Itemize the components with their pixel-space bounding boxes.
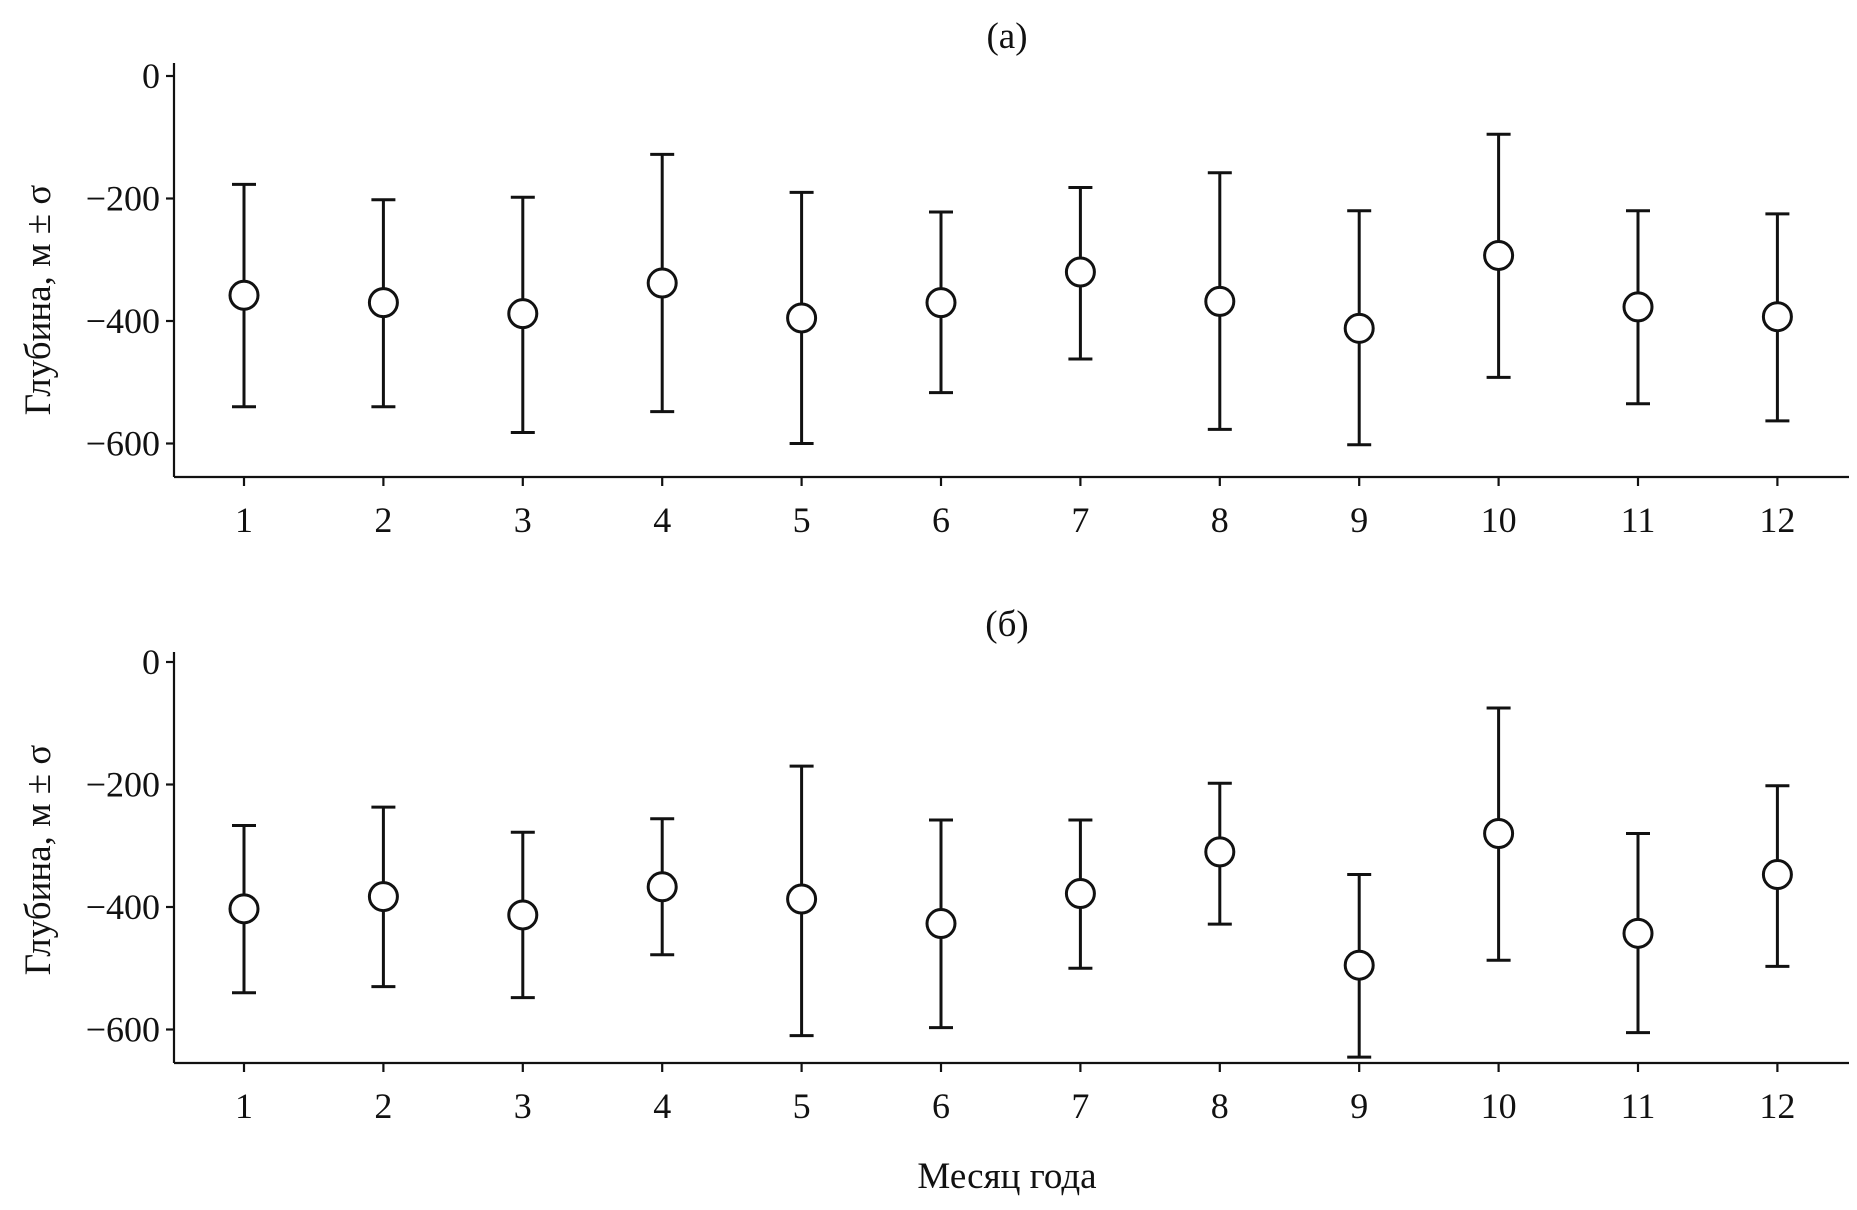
panel-b-x-tick-label: 5 — [793, 1086, 811, 1126]
panel-b-data-point — [1343, 949, 1375, 981]
panel-a-x-tick-label: 4 — [653, 500, 671, 540]
panel-b-title: (б) — [985, 604, 1028, 645]
panel-a-y-axis-label: Глубина, м ± σ — [18, 185, 59, 416]
panel-a-x-tick-label: 1 — [235, 500, 253, 540]
panel-b-x-tick-label: 7 — [1071, 1086, 1089, 1126]
panel-a-data-point — [228, 279, 260, 311]
panel-b-data-point — [925, 908, 957, 940]
panel-b-data-point — [367, 881, 399, 913]
panel-a-x-tick-label: 6 — [932, 500, 950, 540]
panel-a-data-point — [1622, 291, 1654, 323]
panel-b-x-axis-label: Месяц года — [917, 1156, 1096, 1197]
panel-b-data-point — [1622, 917, 1654, 949]
panel-b-y-axis-label: Глубина, м ± σ — [18, 745, 59, 976]
panel-a-data-point — [1064, 256, 1096, 288]
panel-a-data-points — [228, 132, 1793, 447]
panel-b-x-ticks: 1 2 3 4 5 6 7 8 9 10 11 12 — [235, 1063, 1795, 1126]
panel-b-y-ticks: 0 −200 −400 −600 — [86, 642, 174, 1050]
panel-b-x-tick-label: 11 — [1621, 1086, 1656, 1126]
panel-a-x-tick-label: 12 — [1759, 500, 1795, 540]
panel-b-y-tick-label: −600 — [86, 1010, 160, 1050]
panel-a-y-tick-label: −200 — [86, 179, 160, 219]
panel-b-x-tick-label: 9 — [1350, 1086, 1368, 1126]
panel-b-data-point — [507, 899, 539, 931]
panel-b-x-tick-label: 2 — [374, 1086, 392, 1126]
panel-a-title: (а) — [986, 16, 1027, 57]
panel-a-data-point — [507, 298, 539, 330]
panel-b-data-point — [1483, 818, 1515, 849]
panel-a-x-tick-label: 10 — [1481, 500, 1517, 540]
panel-a-data-point — [1343, 312, 1375, 344]
panel-a-data-point — [367, 287, 399, 319]
panel-a-x-tick-label: 3 — [514, 500, 532, 540]
panel-a-y-ticks: 0 −200 −400 −600 — [86, 56, 174, 464]
panel-a-data-point — [925, 287, 957, 319]
panel-a-x-tick-label: 7 — [1071, 500, 1089, 540]
panel-a-x-tick-label: 9 — [1350, 500, 1368, 540]
panel-b-data-point — [646, 871, 678, 903]
panel-b-data-points — [228, 706, 1793, 1059]
panel-b-x-tick-label: 4 — [653, 1086, 671, 1126]
panel-a-x-tick-label: 8 — [1211, 500, 1229, 540]
panel-b-x-tick-label: 12 — [1759, 1086, 1795, 1126]
panel-b-data-point — [1204, 836, 1236, 868]
panel-a-x-tick-label: 2 — [374, 500, 392, 540]
panel-b-data-point — [1761, 859, 1793, 891]
panel-b-y-tick-label: −200 — [86, 765, 160, 805]
panel-a-y-tick-label: −600 — [86, 424, 160, 464]
panel-b-data-point — [228, 893, 260, 925]
panel-a-data-point — [646, 267, 678, 299]
panel-a-data-point — [786, 302, 818, 334]
panel-b-y-tick-label: −400 — [86, 887, 160, 927]
panel-a-x-tick-label: 5 — [793, 500, 811, 540]
panel-a-x-tick-label: 11 — [1621, 500, 1656, 540]
panel-b-data-point — [1064, 878, 1096, 910]
panel-b-y-tick-label: 0 — [142, 642, 160, 682]
panel-a-x-ticks: 1 2 3 4 5 6 7 8 9 10 11 12 — [235, 477, 1795, 540]
panel-b-data-point — [786, 883, 818, 915]
panel-a-data-point — [1761, 301, 1793, 333]
panel-a-y-tick-label: 0 — [142, 56, 160, 96]
panel-b-x-tick-label: 1 — [235, 1086, 253, 1126]
panel-b-x-tick-label: 6 — [932, 1086, 950, 1126]
panel-a-y-tick-label: −400 — [86, 301, 160, 341]
panel-a-data-point — [1483, 239, 1515, 271]
panel-a-data-point — [1204, 285, 1236, 317]
panel-b-x-tick-label: 10 — [1481, 1086, 1517, 1126]
panel-b-x-tick-label: 3 — [514, 1086, 532, 1126]
panel-b-x-tick-label: 8 — [1211, 1086, 1229, 1126]
